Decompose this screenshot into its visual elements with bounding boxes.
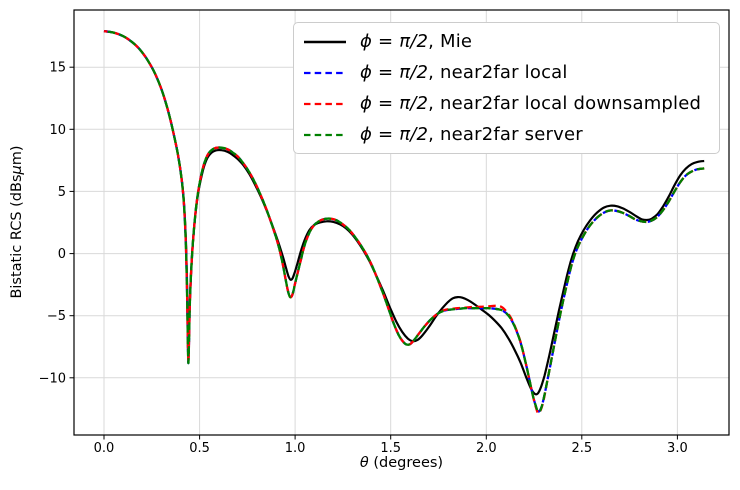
y-axis-label-text: Bistatic RCS (dBs [9, 174, 25, 299]
x-tick-label: 1.0 [285, 441, 306, 456]
legend-plain-text: , near2far local downsampled [428, 93, 702, 114]
x-tick-label: 3.0 [667, 441, 688, 456]
legend-plain-text: , near2far local [428, 62, 568, 83]
legend-item-mie: ϕ = π/2, Mie [294, 27, 719, 57]
x-axis-label-text: (degrees) [368, 455, 444, 471]
legend-line-sample-dashed [304, 71, 346, 74]
legend-math-text: ϕ = π/2 [360, 93, 429, 114]
legend-item-near2far-local: ϕ = π/2, near2far local [294, 58, 719, 88]
legend-plain-text: , near2far server [428, 124, 583, 145]
y-tick-label: 0 [58, 247, 66, 262]
x-tick-label: 2.5 [571, 441, 592, 456]
legend-math-text: ϕ = π/2 [360, 31, 429, 52]
y-tick-label: 5 [58, 185, 66, 200]
legend-label: ϕ = π/2, near2far local downsampled [360, 93, 701, 114]
legend-line-sample-solid [304, 40, 346, 43]
legend-math-text: ϕ = π/2 [360, 124, 429, 145]
legend-label: ϕ = π/2, near2far local [360, 62, 568, 83]
legend-line-sample-dashed [304, 102, 346, 105]
legend-label: ϕ = π/2, Mie [360, 31, 472, 52]
theta-symbol: θ [359, 455, 369, 471]
x-tick-label: 0.0 [94, 441, 115, 456]
axes-spines [73, 9, 730, 436]
legend-line-sample-dashed [304, 133, 346, 136]
y-tick-label: −5 [47, 309, 66, 324]
y-tick-label: −10 [39, 371, 66, 386]
legend-item-near2far-server: ϕ = π/2, near2far server [294, 120, 719, 150]
legend-item-near2far-downsampled: ϕ = π/2, near2far local downsampled [294, 89, 719, 119]
legend-label: ϕ = π/2, near2far server [360, 124, 583, 145]
x-tick-label: 1.5 [380, 441, 401, 456]
x-tick-label: 2.0 [476, 441, 497, 456]
legend: ϕ = π/2, Mie ϕ = π/2, near2far local ϕ =… [293, 22, 720, 154]
x-axis-label: θ (degrees) [74, 455, 729, 471]
y-axis-label-unit: m) [9, 145, 25, 166]
legend-plain-text: , Mie [428, 31, 473, 52]
legend-math-text: ϕ = π/2 [360, 62, 429, 83]
x-tick-label: 0.5 [189, 441, 210, 456]
series-group [103, 29, 705, 415]
y-tick-label: 15 [49, 61, 66, 76]
mu-symbol: μ [9, 165, 25, 175]
curve-3 [103, 29, 705, 414]
y-axis-label: Bistatic RCS (dBsμm) [9, 145, 25, 298]
y-tick-label: 10 [49, 123, 66, 138]
